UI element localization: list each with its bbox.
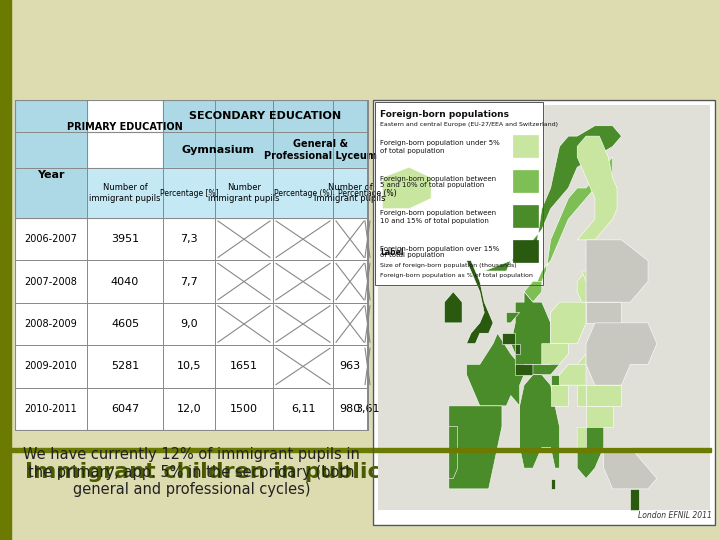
Polygon shape (502, 333, 516, 343)
Text: 2008-2009: 2008-2009 (24, 319, 77, 329)
Text: General &
Professional Lyceum: General & Professional Lyceum (264, 139, 377, 161)
Text: 980: 980 (339, 404, 361, 414)
Text: 3,61: 3,61 (355, 404, 379, 414)
Polygon shape (378, 105, 710, 510)
Polygon shape (582, 261, 604, 281)
Polygon shape (577, 427, 586, 447)
Text: Number
immigrant pupils: Number immigrant pupils (208, 183, 280, 202)
Polygon shape (586, 240, 648, 302)
Bar (15, 100, 368, 430)
Polygon shape (630, 489, 639, 510)
Polygon shape (520, 375, 559, 468)
Polygon shape (551, 385, 568, 406)
Bar (163, 132, 273, 168)
Text: 6047: 6047 (111, 404, 139, 414)
Text: 963: 963 (339, 361, 361, 372)
Text: 5281: 5281 (111, 361, 139, 372)
Text: 9,0: 9,0 (180, 319, 198, 329)
Polygon shape (449, 427, 458, 478)
Text: Foreign-born population over 15%
of total population: Foreign-born population over 15% of tota… (380, 246, 499, 259)
Text: Foreign-born population as % of total population: Foreign-born population as % of total po… (380, 273, 533, 278)
Text: Foreign-born populations: Foreign-born populations (380, 110, 509, 119)
Text: 1651: 1651 (230, 361, 258, 372)
Bar (15, 100, 87, 218)
Text: 1500: 1500 (230, 404, 258, 414)
Polygon shape (577, 271, 595, 302)
Bar (373, 100, 715, 525)
Polygon shape (506, 313, 520, 323)
Polygon shape (586, 385, 621, 406)
Text: Number of
immigrant pupils: Number of immigrant pupils (89, 183, 161, 202)
Bar (11, 448, 711, 452)
Bar (375, 102, 543, 285)
Polygon shape (604, 447, 657, 489)
Bar (513, 240, 538, 262)
Bar (163, 100, 368, 132)
Bar (87, 168, 368, 218)
Text: Foreign-born population between
5 and 10% of total population: Foreign-born population between 5 and 10… (380, 176, 496, 188)
Polygon shape (577, 385, 586, 406)
Text: 4040: 4040 (111, 276, 139, 287)
Bar (273, 132, 368, 168)
Text: 12,0: 12,0 (176, 404, 202, 414)
Polygon shape (586, 302, 621, 323)
Polygon shape (382, 167, 431, 209)
Polygon shape (551, 375, 559, 385)
Polygon shape (516, 343, 520, 354)
Bar (373, 100, 715, 525)
Text: We have currently 12% of immigrant pupils in
the primary, app. 5% in the seconda: We have currently 12% of immigrant pupil… (23, 447, 360, 497)
Bar (513, 135, 538, 157)
Text: Percentage (%): Percentage (%) (274, 188, 333, 198)
Text: 3951: 3951 (111, 234, 139, 244)
Polygon shape (510, 292, 551, 375)
Text: Number of
immigrant pupils: Number of immigrant pupils (314, 183, 386, 202)
Polygon shape (577, 427, 604, 478)
Text: London EFNIL 2011: London EFNIL 2011 (638, 511, 712, 520)
Polygon shape (541, 343, 568, 364)
Polygon shape (533, 157, 613, 292)
Text: SECONDARY EDUCATION: SECONDARY EDUCATION (189, 111, 341, 121)
Text: Year: Year (37, 170, 65, 180)
Polygon shape (516, 364, 533, 375)
Bar (15, 100, 368, 430)
Polygon shape (533, 354, 559, 375)
Polygon shape (577, 136, 617, 240)
Polygon shape (467, 261, 493, 343)
Text: Label: Label (380, 248, 403, 257)
Text: Gymnasium: Gymnasium (181, 145, 254, 155)
Polygon shape (586, 406, 613, 427)
Polygon shape (467, 333, 524, 416)
Polygon shape (559, 364, 586, 385)
Text: 4605: 4605 (111, 319, 139, 329)
Polygon shape (551, 302, 586, 343)
Text: 6,11: 6,11 (291, 404, 315, 414)
Polygon shape (568, 354, 586, 375)
Polygon shape (586, 323, 657, 385)
Text: 2009-2010: 2009-2010 (24, 361, 77, 372)
Text: 2010-2011: 2010-2011 (24, 404, 77, 414)
Text: Foreign-born population under 5%
of total population: Foreign-born population under 5% of tota… (380, 140, 500, 153)
Bar (0, 0, 11, 540)
Polygon shape (485, 126, 621, 271)
Text: 2007-2008: 2007-2008 (24, 276, 78, 287)
Bar (375, 102, 543, 285)
Text: PRIMARY EDUCATION: PRIMARY EDUCATION (67, 122, 183, 132)
Polygon shape (449, 406, 502, 489)
Text: Percentage [%]: Percentage [%] (160, 188, 218, 198)
Text: Percentage (%): Percentage (%) (338, 188, 397, 198)
Polygon shape (551, 478, 555, 489)
Polygon shape (524, 281, 541, 302)
Bar (513, 205, 538, 227)
Text: 10,5: 10,5 (176, 361, 202, 372)
Bar (513, 170, 538, 192)
Text: Immigrant children in public schools: the statistics: Immigrant children in public schools: th… (25, 462, 664, 482)
Polygon shape (586, 240, 613, 261)
Text: Size of foreign-born population (thousands): Size of foreign-born population (thousan… (380, 263, 517, 268)
Text: 7,7: 7,7 (180, 276, 198, 287)
Text: Foreign-born population between
10 and 15% of total population: Foreign-born population between 10 and 1… (380, 211, 496, 224)
Text: Eastern and central Europe (EU-27/EEA and Switzerland): Eastern and central Europe (EU-27/EEA an… (380, 122, 558, 127)
Polygon shape (444, 292, 462, 323)
Text: 2006-2007: 2006-2007 (24, 234, 78, 244)
Text: 7,3: 7,3 (180, 234, 198, 244)
